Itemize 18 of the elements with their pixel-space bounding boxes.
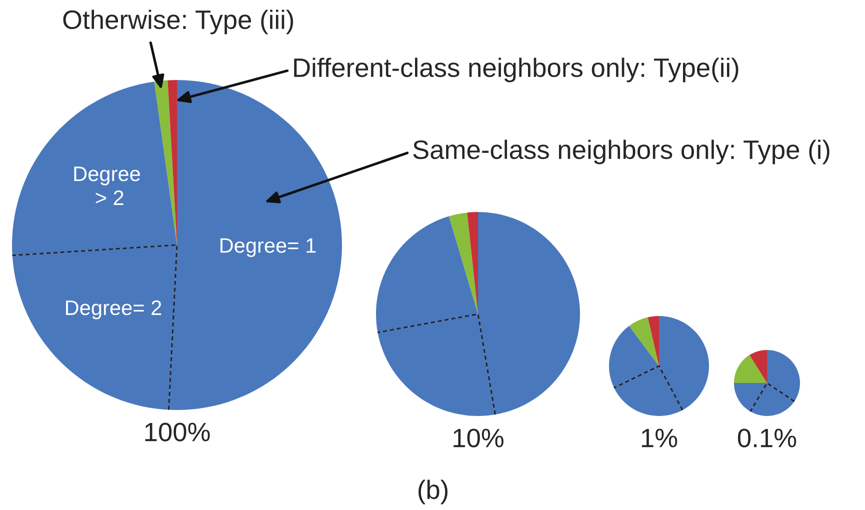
text: Otherwise: Type (iii)	[63, 10, 294, 34]
pie-slice	[154, 80, 177, 245]
slice-label: Degree > 2	[74, 166, 140, 205]
pie-slice	[749, 350, 767, 383]
pie-slice	[648, 316, 659, 366]
text: 0.1%	[738, 428, 796, 448]
slice-label: Degree= 2	[66, 300, 162, 320]
text: 100%	[145, 422, 210, 442]
slice-label: Degree= 1	[220, 238, 316, 257]
text: Different-class neighbors only: Type(ii)	[294, 58, 738, 82]
pie-slice	[448, 212, 478, 314]
text: 1%	[642, 428, 678, 448]
text: Same-class neighbors only: Type (i)	[413, 140, 830, 164]
pie-slice	[629, 317, 659, 366]
pie-slice	[467, 212, 478, 314]
pie-slice	[734, 355, 767, 383]
text: (b)	[418, 480, 448, 504]
text: 10%	[454, 428, 504, 448]
